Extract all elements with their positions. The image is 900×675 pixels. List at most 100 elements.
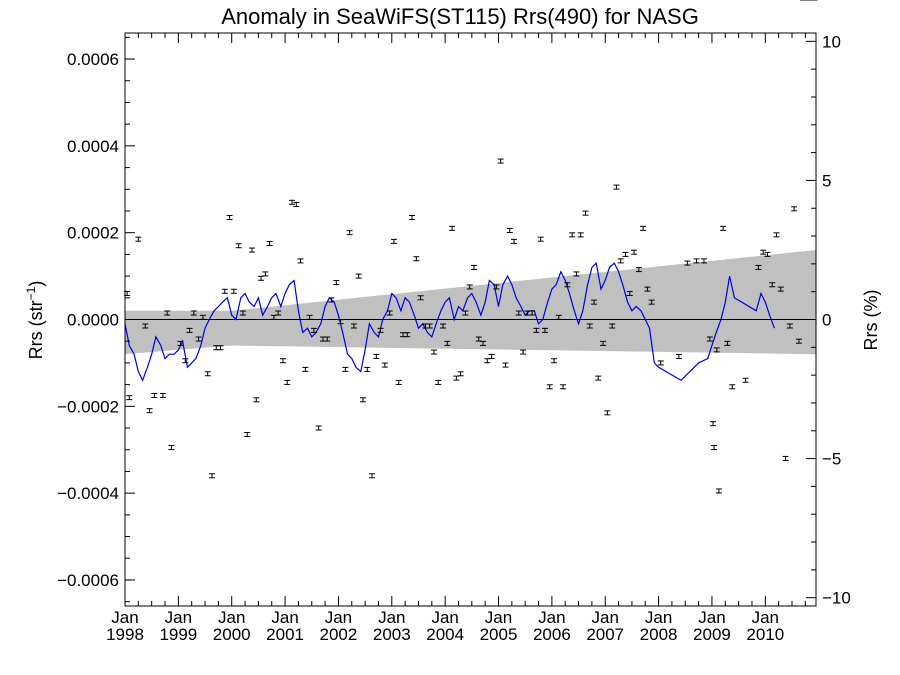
x-tick-label-year: 1999 (159, 625, 197, 644)
data-point (195, 336, 202, 342)
data-point (729, 384, 736, 390)
data-point (373, 353, 380, 359)
data-point (635, 267, 642, 273)
x-tick-label-month: Jan (645, 608, 672, 627)
data-point (462, 310, 469, 316)
data-point (648, 299, 655, 305)
data-point (529, 310, 536, 316)
data-point (684, 260, 691, 266)
data-point (617, 258, 624, 264)
data-point (769, 282, 776, 288)
data-point (560, 384, 567, 390)
data-point (417, 295, 424, 301)
data-point (142, 323, 149, 329)
data-point (199, 314, 206, 320)
data-point (253, 397, 260, 403)
data-point (786, 323, 793, 329)
data-point (444, 340, 451, 346)
data-point (190, 310, 197, 316)
data-point (577, 232, 584, 238)
data-point (515, 310, 522, 316)
confidence-band (125, 250, 816, 355)
data-point (546, 384, 553, 390)
data-point (795, 338, 802, 344)
data-point (146, 408, 153, 414)
data-point (355, 273, 362, 279)
x-tick-label-year: 2005 (480, 625, 518, 644)
x-tick-label-year: 2007 (586, 625, 624, 644)
data-point (413, 256, 420, 262)
x-tick-label-month: Jan (378, 608, 405, 627)
data-point (449, 225, 456, 231)
data-point (675, 353, 682, 359)
y-left-tick-label: −0.0004 (57, 484, 119, 503)
data-point (640, 225, 647, 231)
y-left-tick-label: 0.0000 (67, 311, 119, 330)
data-point (430, 349, 437, 355)
data-point (715, 488, 722, 494)
y-left-tick-label: 0.0004 (67, 137, 119, 156)
data-point (289, 199, 296, 205)
chart-title: Anomaly in SeaWiFS(ST115) Rrs(490) for N… (221, 4, 699, 29)
data-point (350, 323, 357, 329)
data-point (390, 238, 397, 244)
x-tick-label-month: Jan (592, 608, 619, 627)
x-tick-label-year: 2009 (693, 625, 731, 644)
data-point (324, 336, 331, 342)
x-tick-label-month: Jan (538, 608, 565, 627)
data-point (342, 366, 349, 372)
data-point (510, 238, 517, 244)
data-point (657, 360, 664, 366)
data-point (604, 410, 611, 416)
data-point (151, 392, 158, 398)
data-point (359, 397, 366, 403)
x-tick-label-month: Jan (111, 608, 138, 627)
data-point (404, 332, 411, 338)
data-point (435, 379, 442, 385)
data-point (386, 310, 393, 316)
y-right-tick-label: 5 (822, 171, 831, 190)
data-point (764, 251, 771, 257)
data-point (506, 228, 513, 234)
data-point (622, 251, 629, 257)
data-point (644, 286, 651, 292)
data-point (204, 371, 211, 377)
x-tick-label-year: 2003 (373, 625, 411, 644)
x-tick-label-year: 2000 (213, 625, 251, 644)
y-right-tick-label: −5 (822, 450, 841, 469)
x-tick-label-year: 1998 (106, 625, 144, 644)
x-tick-label-year: 2004 (426, 625, 464, 644)
x-tick-label-month: Jan (271, 608, 298, 627)
data-point (520, 349, 527, 355)
x-tick-label-year: 2002 (320, 625, 358, 644)
data-point (470, 264, 477, 270)
x-tick-label-month: Jan (325, 608, 352, 627)
data-point (328, 297, 335, 303)
data-point (591, 299, 598, 305)
data-point (381, 362, 388, 368)
data-point (755, 264, 762, 270)
data-point (713, 347, 720, 353)
data-point (440, 323, 447, 329)
data-point (541, 327, 548, 333)
y-left-tick-label: −0.0002 (57, 397, 119, 416)
y-axis-label-left: Rrs (str−1) (24, 281, 46, 360)
y-right-tick-label: 0 (822, 311, 831, 330)
x-tick-label-month: Jan (165, 608, 192, 627)
data-point (135, 236, 142, 242)
x-tick-label-month: Jan (218, 608, 245, 627)
data-point (555, 314, 562, 320)
data-point (533, 327, 540, 333)
y-left-tick-label: −0.0006 (57, 571, 119, 590)
x-tick-label-month: Jan (485, 608, 512, 627)
x-tick-label-year: 2006 (533, 625, 571, 644)
data-point (248, 247, 255, 253)
data-point (235, 243, 242, 249)
data-point (609, 323, 616, 329)
data-point (497, 158, 504, 164)
x-tick-label-month: Jan (752, 608, 779, 627)
data-point (569, 232, 576, 238)
data-point (773, 232, 780, 238)
data-point (711, 445, 718, 451)
data-point (791, 206, 798, 212)
